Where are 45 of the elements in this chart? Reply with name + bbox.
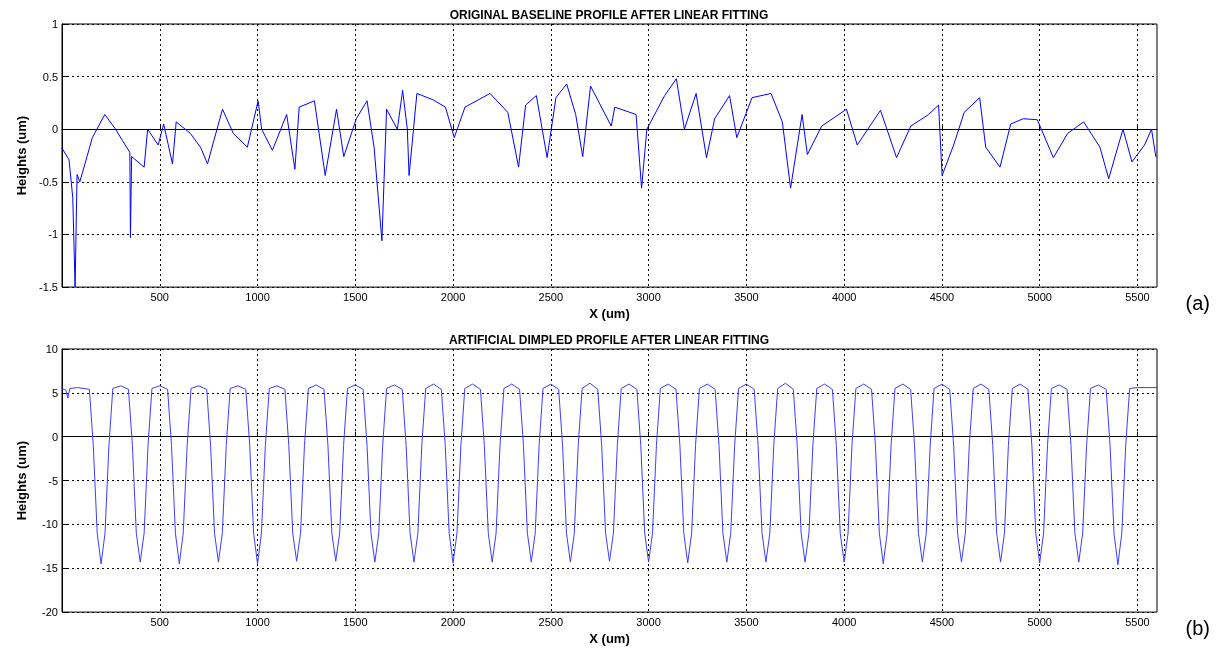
y-tick-label: 0.5: [42, 70, 58, 83]
x-tick-label: 5500: [1125, 615, 1150, 628]
line-series: [61, 382, 1158, 566]
y-tick-label: 10: [45, 343, 58, 355]
y-tick-label: -10: [42, 518, 58, 531]
x-tick-label: 4000: [831, 615, 857, 628]
x-tick-label: 4500: [929, 290, 955, 303]
y-axis-title: Heights (um): [14, 440, 29, 521]
x-tick-label: 3500: [734, 290, 759, 303]
x-tick-label: 1000: [245, 615, 270, 628]
x-tick-label: 4500: [929, 615, 955, 628]
x-tick-label: 1500: [343, 290, 368, 303]
x-tick-label: 2000: [440, 615, 466, 628]
x-axis-title: X (um): [589, 631, 630, 646]
x-tick-label: 1000: [245, 290, 270, 303]
y-tick-label: -5: [48, 474, 58, 487]
y-tick-label: -1.5: [39, 281, 58, 294]
x-tick-label: 5000: [1027, 615, 1052, 628]
y-tick-label: -15: [42, 562, 58, 575]
x-tick-label: 3000: [636, 290, 661, 303]
chart-title: ORIGINAL BASELINE PROFILE AFTER LINEAR FITTING: [449, 8, 769, 22]
y-tick-label: 5: [51, 386, 58, 399]
y-axis-title: Heights (um): [14, 115, 29, 196]
y-tick-label: -1: [48, 228, 58, 241]
x-axis-title: X (um): [589, 306, 630, 321]
chart-title: ARTIFICIAL DIMPLED PROFILE AFTER LINEAR FITTING: [449, 333, 769, 347]
y-tick-label: -20: [42, 606, 58, 619]
line-series: [61, 78, 1157, 288]
x-tick-label: 4000: [831, 290, 857, 303]
x-tick-label: 500: [150, 615, 169, 628]
y-tick-label: 0: [51, 430, 58, 443]
text: (a): [1185, 292, 1211, 314]
x-tick-label: 1500: [343, 615, 368, 628]
y-tick-label: 1: [51, 18, 58, 30]
x-tick-label: 3000: [636, 615, 661, 628]
x-tick-label: 2000: [440, 290, 466, 303]
y-tick-label: -0.5: [39, 175, 58, 188]
x-tick-label: 5500: [1125, 290, 1150, 303]
y-tick-label: 0: [51, 123, 58, 136]
text: (b): [1185, 617, 1211, 639]
x-tick-label: 2500: [538, 290, 564, 303]
x-tick-label: 2500: [538, 615, 564, 628]
x-tick-label: 3500: [734, 615, 759, 628]
x-tick-label: 500: [150, 290, 169, 303]
x-tick-label: 5000: [1027, 290, 1052, 303]
